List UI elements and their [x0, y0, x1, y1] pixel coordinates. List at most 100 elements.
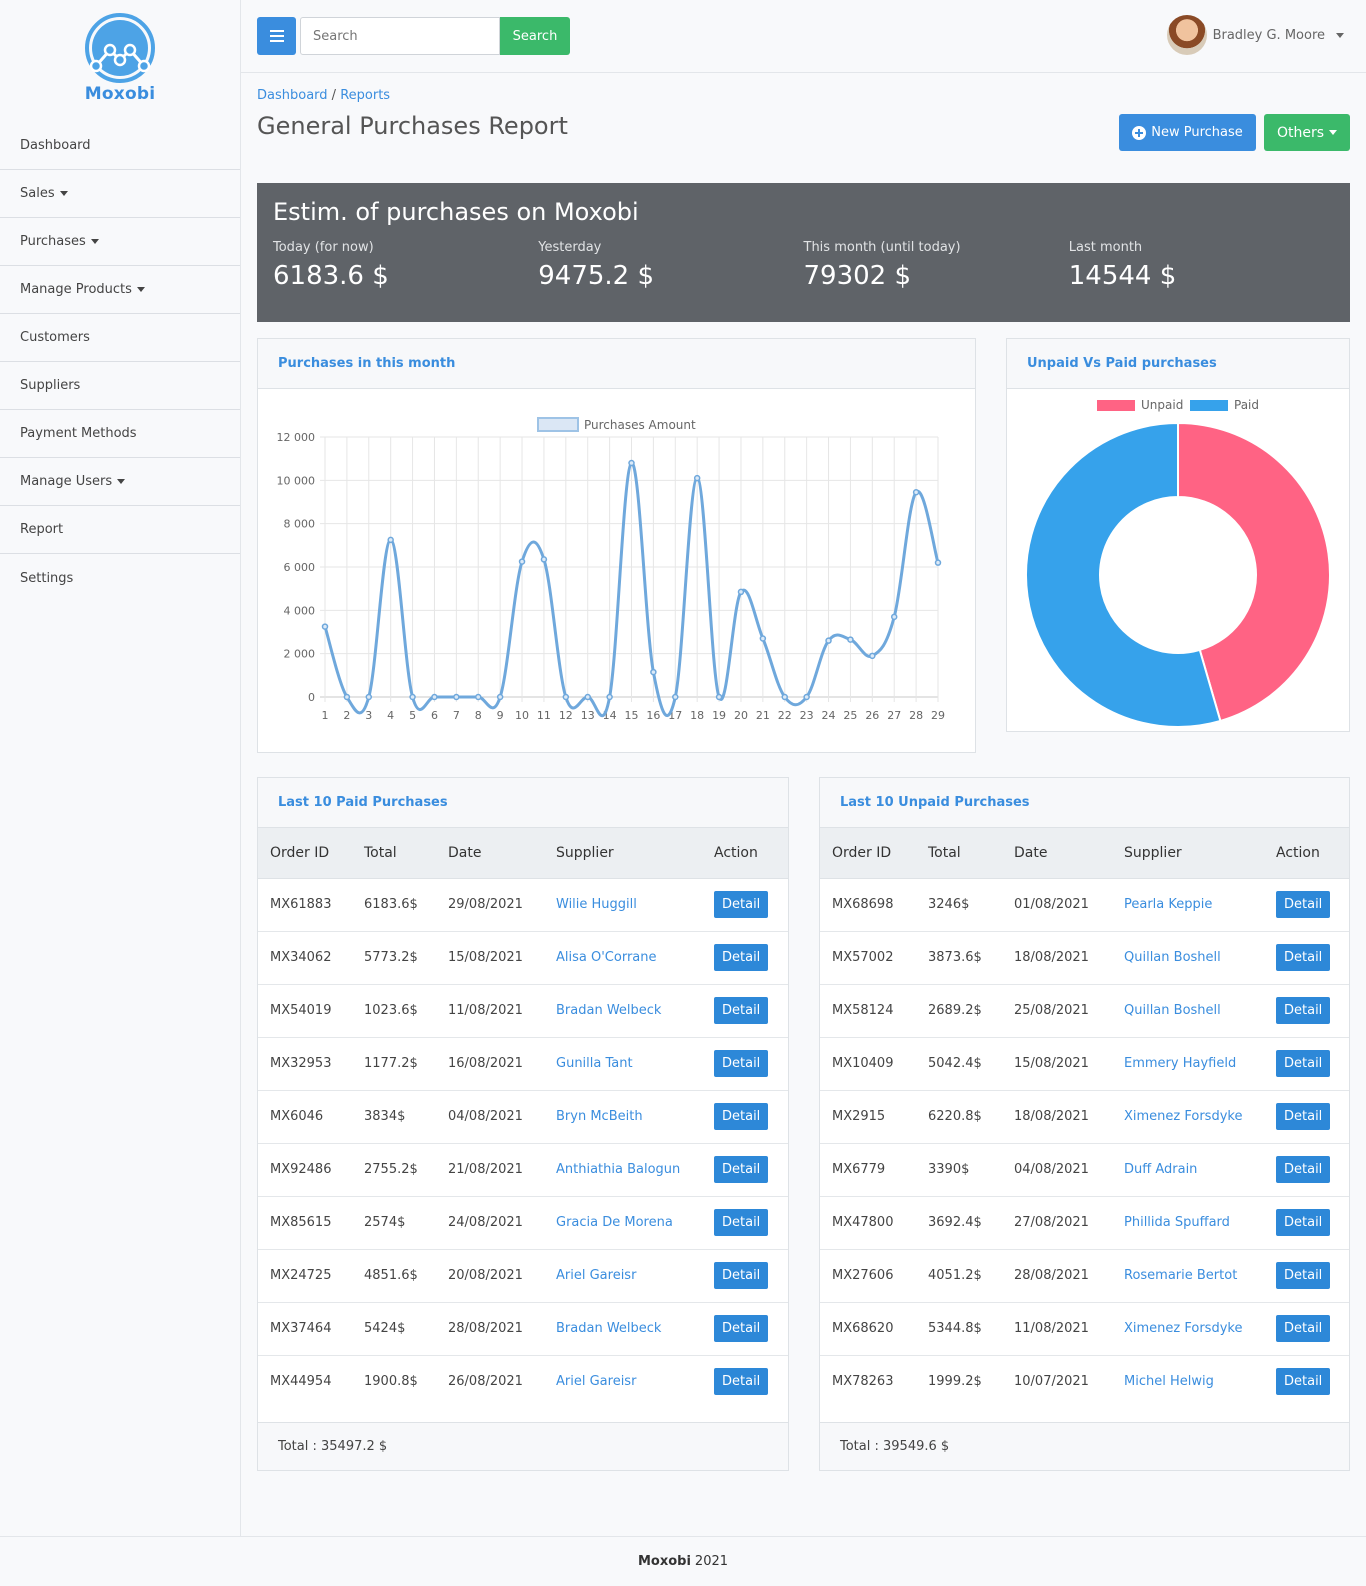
supplier-link[interactable]: Phillida Spuffard — [1112, 1196, 1264, 1250]
data-point[interactable] — [540, 556, 548, 563]
others-dropdown-button[interactable]: Others — [1264, 114, 1350, 151]
detail-button[interactable]: Detail — [714, 1209, 769, 1236]
data-point[interactable] — [518, 558, 526, 565]
unpaid-total: Total : 39549.6 $ — [820, 1422, 1349, 1470]
search-input[interactable] — [300, 17, 500, 55]
column-header: Supplier — [544, 828, 702, 879]
supplier-link[interactable]: Ximenez Forsdyke — [1112, 1302, 1264, 1356]
donut-slice-unpaid[interactable] — [1177, 421, 1331, 723]
sidebar-item-report[interactable]: Report — [0, 506, 240, 554]
sidebar-item-manage-products[interactable]: Manage Products — [0, 266, 240, 314]
data-point[interactable] — [431, 693, 438, 701]
data-point[interactable] — [890, 613, 898, 621]
detail-button[interactable]: Detail — [1276, 997, 1331, 1024]
data-point[interactable] — [934, 559, 942, 566]
data-point[interactable] — [912, 489, 920, 496]
detail-button[interactable]: Detail — [1276, 1156, 1331, 1183]
user-menu[interactable]: Bradley G. Moore — [1166, 15, 1344, 55]
data-point[interactable] — [343, 693, 351, 701]
breadcrumb-current-link[interactable]: Reports — [340, 88, 391, 103]
data-point[interactable] — [562, 693, 570, 701]
supplier-link[interactable]: Bryn McBeith — [544, 1090, 702, 1144]
supplier-link[interactable]: Gunilla Tant — [544, 1037, 702, 1091]
data-point[interactable] — [715, 693, 723, 701]
data-point[interactable] — [496, 693, 504, 701]
supplier-link[interactable]: Bradan Welbeck — [544, 984, 702, 1038]
table-row: MX37464 5424$ 28/08/2021 Bradan Welbeck Deta… — [258, 1302, 788, 1356]
detail-button[interactable]: Detail — [1276, 1315, 1331, 1342]
sidebar-item-dashboard[interactable]: Dashboard — [0, 122, 240, 170]
detail-button[interactable]: Detail — [714, 944, 769, 971]
supplier-link[interactable]: Gracia De Morena — [544, 1196, 702, 1250]
supplier-link[interactable]: Quillan Boshell — [1112, 931, 1264, 985]
detail-button[interactable]: Detail — [1276, 1209, 1331, 1236]
data-point[interactable] — [584, 693, 591, 701]
supplier-link[interactable]: Pearla Keppie — [1112, 878, 1264, 932]
detail-button[interactable]: Detail — [1276, 1050, 1331, 1077]
data-point[interactable] — [409, 693, 416, 701]
table-row: MX44954 1900.8$ 26/08/2021 Ariel Gareisr Det… — [258, 1355, 788, 1408]
supplier-link[interactable]: Wilie Huggill — [544, 878, 702, 932]
detail-button[interactable]: Detail — [714, 1050, 769, 1077]
detail-button[interactable]: Detail — [1276, 891, 1331, 918]
supplier-link[interactable]: Ximenez Forsdyke — [1112, 1090, 1264, 1144]
detail-button[interactable]: Detail — [714, 1156, 769, 1183]
sidebar-item-manage-users[interactable]: Manage Users — [0, 458, 240, 506]
detail-button[interactable]: Detail — [714, 1103, 769, 1130]
data-point[interactable] — [475, 693, 482, 701]
date-cell: 11/08/2021 — [1002, 1302, 1112, 1356]
detail-button[interactable]: Detail — [714, 1262, 769, 1289]
total-cell: 3246$ — [916, 878, 1002, 932]
supplier-link[interactable]: Alisa O'Corrane — [544, 931, 702, 985]
detail-button[interactable]: Detail — [714, 891, 769, 918]
data-point[interactable] — [453, 693, 460, 701]
supplier-link[interactable]: Ariel Gareisr — [544, 1249, 702, 1303]
detail-button[interactable]: Detail — [714, 997, 769, 1024]
supplier-link[interactable]: Ariel Gareisr — [556, 1374, 637, 1390]
detail-button[interactable]: Detail — [714, 1315, 769, 1342]
data-point[interactable] — [387, 536, 394, 544]
supplier-link[interactable]: Anthiathia Balogun — [544, 1143, 702, 1197]
sidebar-item-payment-methods[interactable]: Payment Methods — [0, 410, 240, 458]
breadcrumb-home-link[interactable]: Dashboard — [257, 88, 328, 103]
detail-button[interactable]: Detail — [1276, 944, 1331, 971]
data-point[interactable] — [321, 623, 329, 630]
data-point[interactable] — [759, 635, 767, 642]
data-point[interactable] — [672, 693, 679, 701]
detail-button[interactable]: Detail — [1276, 1103, 1331, 1130]
data-point[interactable] — [650, 668, 657, 676]
sidebar-item-customers[interactable]: Customers — [0, 314, 240, 362]
data-point[interactable] — [628, 459, 635, 467]
sidebar-item-sales[interactable]: Sales — [0, 170, 240, 218]
data-point[interactable] — [737, 588, 745, 596]
data-point[interactable] — [781, 693, 788, 701]
data-point[interactable] — [606, 693, 613, 701]
order-id-cell: MX92486 — [258, 1143, 352, 1197]
new-purchase-button[interactable]: New Purchase — [1119, 114, 1256, 151]
new-purchase-label: New Purchase — [1151, 125, 1243, 140]
supplier-link[interactable]: Bradan Welbeck — [544, 1302, 702, 1356]
detail-button[interactable]: Detail — [1276, 1262, 1331, 1289]
date-cell: 28/08/2021 — [1002, 1249, 1112, 1303]
x-tick-label: 3 — [365, 709, 372, 722]
supplier-link[interactable]: Duff Adrain — [1112, 1143, 1264, 1197]
data-point[interactable] — [803, 693, 810, 701]
data-point[interactable] — [825, 637, 832, 644]
supplier-link[interactable]: Michel Helwig — [1124, 1374, 1214, 1390]
supplier-link[interactable]: Quillan Boshell — [1112, 984, 1264, 1038]
donut-slice-paid[interactable] — [1025, 421, 1222, 728]
search-button[interactable]: Search — [500, 17, 570, 55]
detail-button[interactable]: Detail — [714, 1368, 769, 1396]
supplier-link[interactable]: Emmery Hayfield — [1112, 1037, 1264, 1091]
data-point[interactable] — [847, 636, 854, 643]
menu-toggle-button[interactable] — [257, 17, 296, 55]
sidebar-item-purchases[interactable]: Purchases — [0, 218, 240, 266]
sidebar-item-settings[interactable]: Settings — [0, 554, 240, 602]
sidebar-item-suppliers[interactable]: Suppliers — [0, 362, 240, 410]
data-point[interactable] — [693, 474, 701, 482]
data-point[interactable] — [365, 693, 373, 701]
supplier-link[interactable]: Rosemarie Bertot — [1112, 1249, 1264, 1303]
detail-button[interactable]: Detail — [1276, 1368, 1331, 1396]
data-point[interactable] — [869, 652, 876, 660]
brand-logo[interactable]: Moxobi — [0, 0, 240, 122]
